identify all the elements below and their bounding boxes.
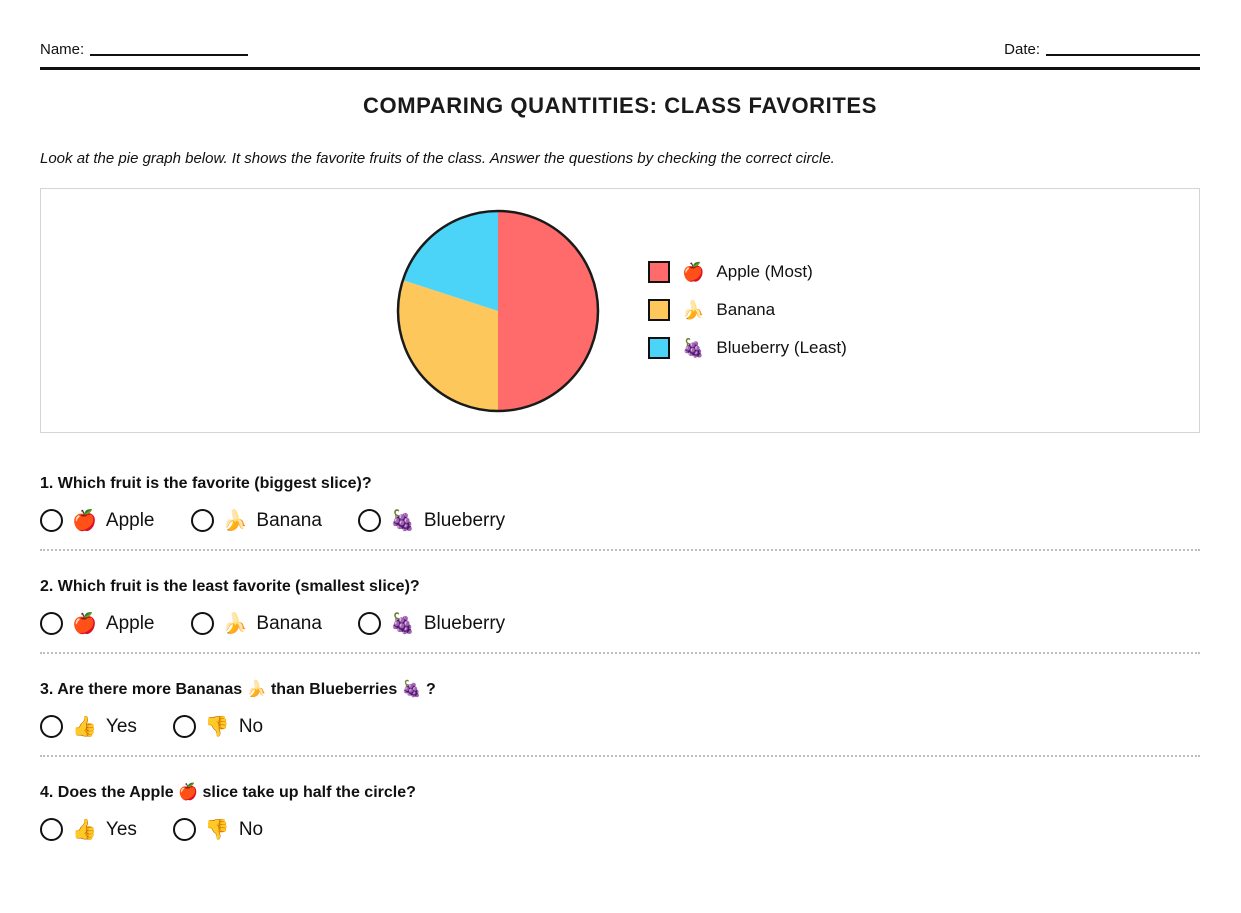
date-field: Date: [1004,41,1200,58]
option-label: Blueberry [423,509,506,531]
radio-button[interactable] [40,818,63,841]
option-yes[interactable]: 👍 Yes [40,818,137,841]
worksheet-page: Name: Date: COMPARING QUANTITIES: CLASS … [40,0,1200,843]
option-label: No [238,818,264,840]
name-field: Name: [40,41,249,58]
radio-button[interactable] [172,818,196,841]
question-1-text: 1. Which fruit is the favorite (biggest … [40,475,372,492]
date-label: Date: [1004,41,1040,58]
name-label: Name: [40,41,85,58]
option-banana[interactable]: 🍌 Banana [190,612,322,635]
option-label: No [238,715,264,737]
pie-slice-apple [498,211,598,411]
option-label: Banana [256,612,322,634]
option-banana[interactable]: 🍌 Banana [190,509,322,532]
option-label: Yes [105,818,137,840]
question-2-options: 🍎 Apple 🍌 Banana 🍇 Blueberry [40,610,1200,637]
question-separator [40,755,1200,757]
radio-button[interactable] [40,715,63,738]
question-2-text: 2. Which fruit is the least favorite (sm… [40,578,420,595]
question-4-options: 👍 Yes 👎 No [40,816,1200,843]
grapes-icon: 🍇 [682,338,705,358]
radio-button[interactable] [40,612,63,635]
legend-label: Blueberry (Least) [716,338,847,357]
question-4-text: 4. Does the Apple 🍎 slice take up half t… [40,784,416,801]
radio-button[interactable] [357,612,381,635]
chart-legend: 🍎 Apple (Most) 🍌 Banana 🍇 Blueberry (Lea… [648,261,847,359]
pie-outline [396,209,600,413]
thumbs-up-icon: 👍 [72,818,97,841]
legend-item-blueberry: 🍇 Blueberry (Least) [648,337,847,359]
thumbs-down-icon: 👎 [204,715,230,738]
apple-icon: 🍎 [72,612,97,635]
thumbs-up-icon: 👍 [72,715,97,738]
banana-icon: 🍌 [222,612,248,635]
option-blueberry[interactable]: 🍇 Blueberry [357,612,506,635]
banana-icon: 🍌 [682,300,705,320]
question-separator [40,652,1200,654]
radio-button[interactable] [357,509,381,532]
option-no[interactable]: 👎 No [172,715,264,738]
grapes-icon: 🍇 [389,509,415,532]
question-3-options: 👍 Yes 👎 No [40,713,1200,740]
radio-button[interactable] [190,509,214,532]
option-label: Blueberry [423,612,506,634]
pie-slice-blueberry [402,211,498,311]
option-label: Apple [105,612,155,634]
page-title: COMPARING QUANTITIES: CLASS FAVORITES [363,93,877,118]
date-blank-line [1046,54,1200,56]
pie-chart [396,209,600,413]
banana-icon: 🍌 [222,509,248,532]
option-label: Yes [105,715,137,737]
radio-button[interactable] [190,612,214,635]
apple-icon: 🍎 [72,509,97,532]
option-blueberry[interactable]: 🍇 Blueberry [357,509,506,532]
thumbs-down-icon: 👎 [204,818,230,841]
grapes-icon: 🍇 [389,612,415,635]
radio-button[interactable] [172,715,196,738]
option-yes[interactable]: 👍 Yes [40,715,137,738]
apple-color-swatch [648,261,670,283]
option-apple[interactable]: 🍎 Apple [40,612,155,635]
radio-button[interactable] [40,509,63,532]
worksheet-header: Name: Date: [40,0,1200,58]
pie-slice-banana [397,280,498,411]
legend-label: Banana [716,300,776,319]
option-apple[interactable]: 🍎 Apple [40,509,155,532]
legend-item-apple: 🍎 Apple (Most) [648,261,847,283]
pie-chart-panel: 🍎 Apple (Most) 🍌 Banana 🍇 Blueberry (Lea… [40,188,1200,433]
question-3-text: 3. Are there more Bananas 🍌 than Blueber… [40,681,436,698]
question-separator [40,549,1200,551]
name-blank-line [90,54,249,56]
blueberry-color-swatch [648,337,670,359]
option-label: Apple [105,509,155,531]
question-1-options: 🍎 Apple 🍌 Banana 🍇 Blueberry [40,507,1200,534]
option-label: Banana [256,509,322,531]
legend-item-banana: 🍌 Banana [648,299,847,321]
option-no[interactable]: 👎 No [172,818,264,841]
header-divider [40,67,1200,70]
instruction-text: Look at the pie graph below. It shows th… [40,150,835,167]
apple-icon: 🍎 [682,262,705,282]
legend-label: Apple (Most) [716,262,813,281]
banana-color-swatch [648,299,670,321]
